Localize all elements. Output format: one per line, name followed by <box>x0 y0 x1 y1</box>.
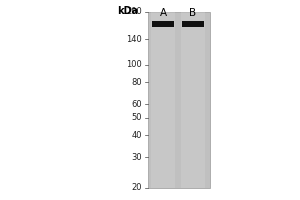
Text: 200: 200 <box>126 7 142 17</box>
Text: 100: 100 <box>126 60 142 69</box>
Bar <box>182 21 204 27</box>
Text: 60: 60 <box>131 100 142 109</box>
Text: kDa: kDa <box>117 6 138 16</box>
Bar <box>181 12 205 188</box>
Text: 40: 40 <box>131 131 142 140</box>
Bar <box>151 12 175 188</box>
Text: 30: 30 <box>131 153 142 162</box>
Text: 20: 20 <box>131 184 142 192</box>
Text: 50: 50 <box>131 113 142 122</box>
Text: B: B <box>189 8 197 18</box>
Text: 140: 140 <box>126 35 142 44</box>
Bar <box>152 21 174 27</box>
Text: A: A <box>159 8 167 18</box>
Bar <box>148 12 210 188</box>
Text: 80: 80 <box>131 78 142 87</box>
